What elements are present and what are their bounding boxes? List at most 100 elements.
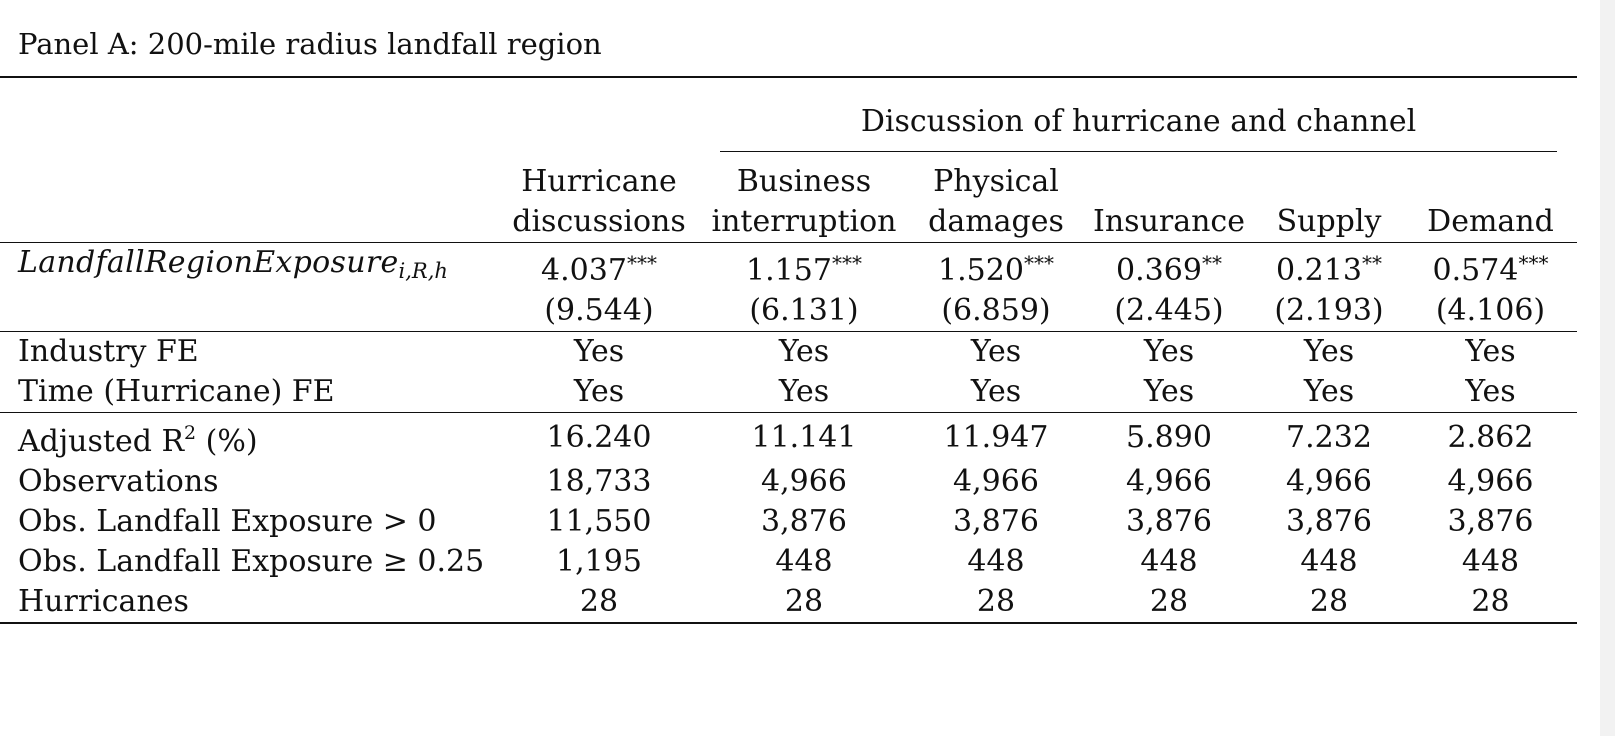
fe-cell: Yes: [1465, 334, 1516, 369]
column-header-line1: Business: [736, 164, 872, 199]
significance-stars: ***: [1023, 251, 1054, 275]
stat-cell: 5.890: [1126, 419, 1212, 455]
column-header-row-2: discussions interruption damages Insuran…: [0, 202, 1577, 243]
stat-cell: 3,876: [1286, 504, 1372, 539]
fe-cell: Yes: [573, 374, 625, 409]
stat-cell: 448: [1461, 544, 1520, 579]
column-header-line1: Hurricane: [521, 164, 677, 199]
stat-cell: 3,876: [1126, 504, 1212, 539]
stat-cell: 448: [1140, 544, 1198, 579]
header-corner: [0, 202, 498, 243]
tstat-cell: (6.859): [941, 293, 1051, 328]
column-header-line2: interruption: [711, 204, 897, 239]
stat-row-observations: Observations 18,733 4,966 4,966 4,966 4,…: [0, 462, 1577, 502]
stat-cell: 4,966: [953, 464, 1039, 499]
fe-cell: Yes: [778, 374, 830, 409]
column-header-line2: Insurance: [1093, 204, 1245, 239]
fe-cell: Yes: [1303, 374, 1355, 409]
column-header-line2: damages: [928, 204, 1064, 239]
row-label: Observations: [18, 464, 219, 499]
stat-cell: 28: [976, 584, 1016, 619]
row-label-superscript: 2: [184, 422, 197, 444]
stat-cell: 4,966: [1126, 464, 1212, 499]
stat-cell: 16.240: [546, 419, 652, 455]
row-label: Obs. Landfall Exposure ≥ 0.25: [18, 544, 485, 579]
regressor-subscript: i,R,h: [398, 259, 448, 283]
tstat-label: [0, 291, 498, 332]
column-header-line2: Demand: [1427, 204, 1554, 239]
significance-stars: ***: [626, 251, 657, 275]
tstat-row: (9.544) (6.131) (6.859) (2.445) (2.193) …: [0, 291, 1577, 332]
stat-cell: 448: [967, 544, 1025, 579]
significance-stars: ***: [831, 251, 862, 275]
regressor-label: LandfallRegionExposurei,R,h: [0, 243, 498, 292]
coefficient-cell: 1.157***: [700, 243, 908, 292]
stat-cell: 4,966: [1286, 464, 1372, 499]
column-header-line2: discussions: [512, 204, 686, 239]
significance-stars: **: [1201, 251, 1222, 275]
stat-cell: 3,876: [953, 504, 1039, 539]
fe-cell: Yes: [778, 334, 830, 369]
coefficient-value: 4.037: [541, 253, 627, 288]
coefficient-cell: 1.520***: [908, 243, 1084, 292]
stat-cell: 448: [775, 544, 833, 579]
stat-cell: 11.947: [943, 419, 1049, 455]
group-header: Discussion of hurricane and channel: [860, 104, 1417, 139]
stat-cell: 28: [784, 584, 824, 619]
tstat-cell: (4.106): [1435, 293, 1546, 328]
fe-cell: Yes: [573, 334, 625, 369]
column-header-line1: [1404, 162, 1577, 202]
fe-cell: Yes: [1143, 374, 1195, 409]
coefficient-cell: 0.574***: [1404, 243, 1577, 292]
fe-cell: Yes: [1143, 334, 1195, 369]
stat-cell: 4,966: [1447, 464, 1534, 499]
row-label-text: Adjusted R: [18, 424, 185, 459]
coefficient-value: 1.157: [746, 253, 832, 288]
stat-cell: 3,876: [1447, 504, 1534, 539]
stat-row-obs-exposure-gt-0: Obs. Landfall Exposure > 0 11,550 3,876 …: [0, 502, 1577, 542]
stat-cell: 3,876: [761, 504, 847, 539]
stat-cell: 28: [1149, 584, 1189, 619]
row-label: Time (Hurricane) FE: [18, 374, 335, 409]
column-header-line1: Physical: [933, 164, 1059, 199]
tstat-cell: (9.544): [544, 293, 654, 328]
stat-cell: 7.232: [1286, 419, 1372, 455]
row-label: Industry FE: [18, 334, 199, 369]
column-header-line2: Supply: [1276, 204, 1382, 239]
fe-cell: Yes: [970, 374, 1022, 409]
regressor-row: LandfallRegionExposurei,R,h 4.037*** 1.1…: [0, 242, 1577, 292]
stat-cell: 2.862: [1447, 419, 1534, 455]
row-label: Hurricanes: [18, 584, 189, 619]
significance-stars: **: [1361, 251, 1382, 275]
tstat-cell: (2.445): [1114, 293, 1224, 328]
column-header-line1: [1084, 162, 1254, 202]
group-header-rule: [720, 151, 1557, 153]
stat-cell: 28: [1471, 584, 1510, 619]
significance-stars: ***: [1518, 251, 1549, 275]
row-label: Adjusted R2 (%): [0, 413, 498, 463]
column-header-row-1: Hurricane Business Physical: [0, 162, 1577, 202]
top-rule: [0, 76, 1577, 78]
fe-row-time: Time (Hurricane) FE Yes Yes Yes Yes Yes …: [0, 372, 1577, 413]
row-label-suffix: (%): [196, 424, 258, 459]
stat-cell: 28: [1309, 584, 1349, 619]
stat-cell: 18,733: [546, 464, 652, 499]
panel-title: Panel A: 200-mile radius landfall region: [18, 27, 602, 61]
fe-row-industry: Industry FE Yes Yes Yes Yes Yes Yes: [0, 331, 1577, 373]
stat-row-adjusted-r2: Adjusted R2 (%) 16.240 11.141 11.947 5.8…: [0, 412, 1577, 463]
tstat-cell: (6.131): [749, 293, 859, 328]
tstat-cell: (2.193): [1274, 293, 1384, 328]
column-header-line1: [1254, 162, 1404, 202]
coefficient-cell: 0.369**: [1084, 243, 1254, 292]
stat-cell: 11,550: [546, 504, 652, 539]
coefficient-value: 0.213: [1276, 253, 1362, 288]
stat-cell: 11.141: [751, 419, 857, 455]
stat-row-obs-exposure-ge-025: Obs. Landfall Exposure ≥ 0.25 1,195 448 …: [0, 542, 1577, 582]
coefficient-cell: 4.037***: [498, 243, 700, 292]
coefficient-value: 1.520: [938, 253, 1024, 288]
fe-cell: Yes: [970, 334, 1022, 369]
regressor-name: LandfallRegionExposure: [18, 245, 399, 280]
row-label: Obs. Landfall Exposure > 0: [18, 504, 437, 539]
fe-cell: Yes: [1303, 334, 1355, 369]
